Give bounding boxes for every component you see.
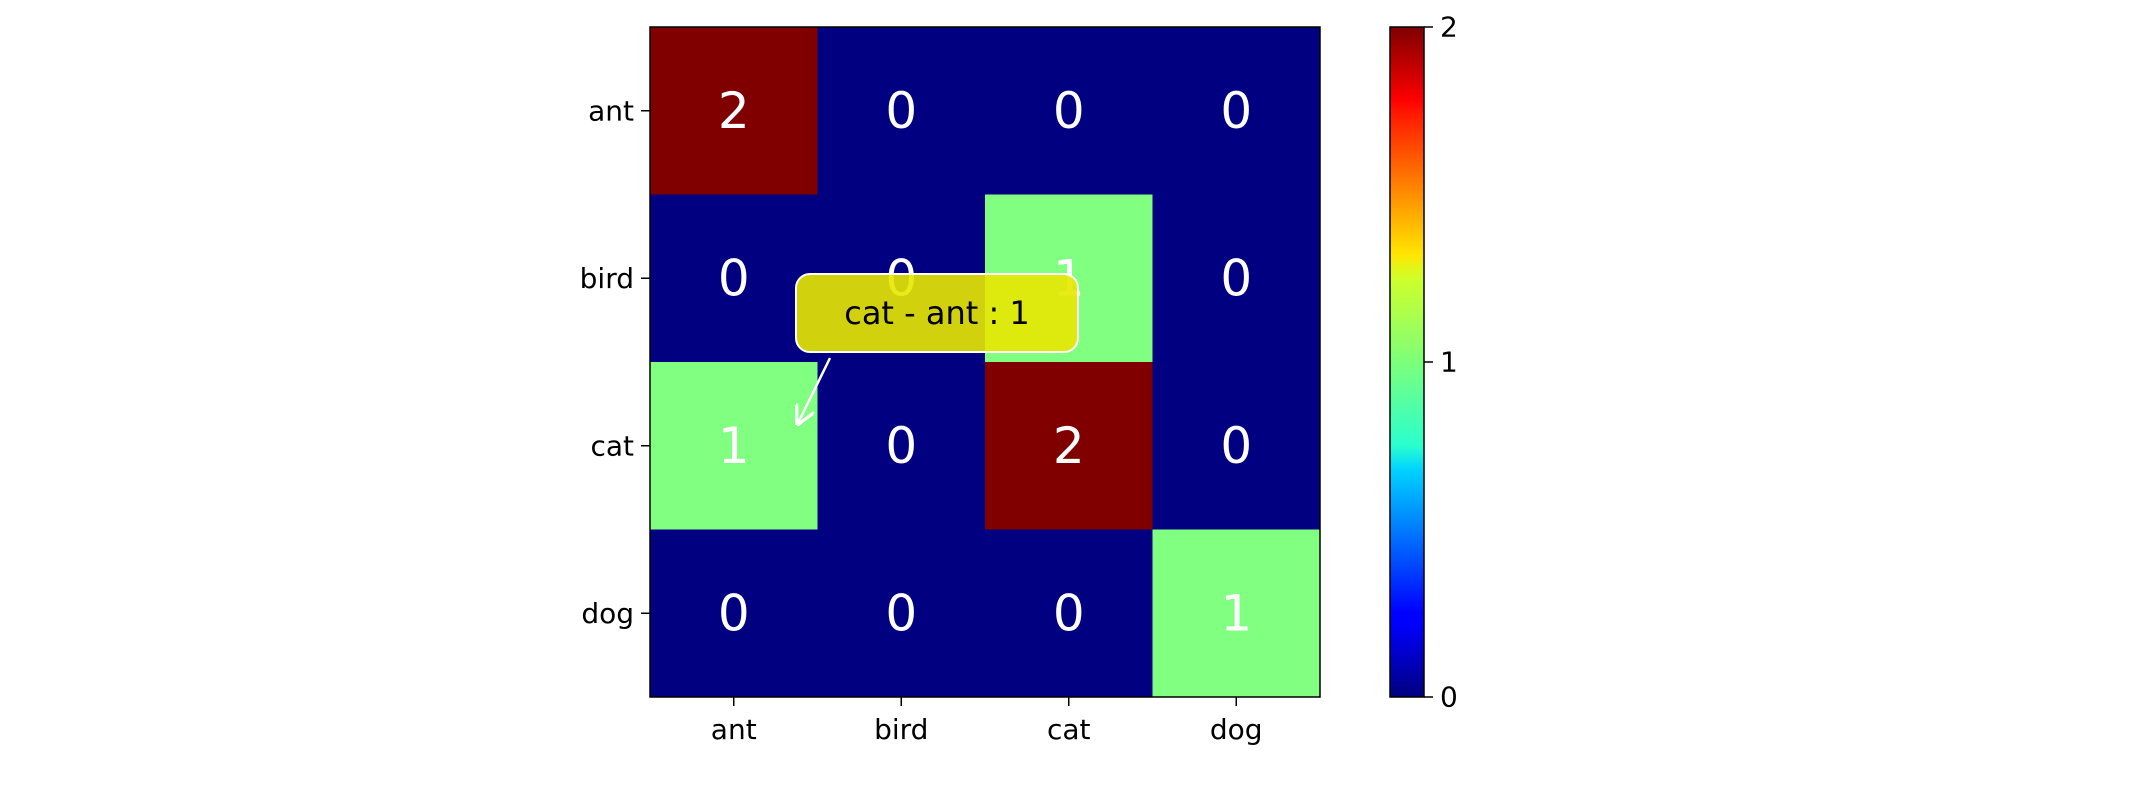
cell-value-label: 0 — [1053, 82, 1085, 140]
heatmap-cell-labels: 2000001010200001 — [718, 82, 1252, 643]
cell-value-label: 0 — [718, 584, 750, 642]
heatmap-cell-cat-ant[interactable] — [650, 362, 818, 530]
x-tick-label-cat: cat — [1047, 713, 1091, 746]
x-tick-label-dog: dog — [1210, 713, 1263, 746]
x-tick-label-ant: ant — [711, 713, 757, 746]
colorbar-ticks: 0 1 2 — [1424, 11, 1458, 714]
heatmap-cell-dog-cat[interactable] — [985, 529, 1153, 698]
x-axis: ant bird cat dog — [711, 697, 1263, 746]
heatmap-cells — [650, 27, 1321, 698]
heatmap-cell-dog-dog[interactable] — [1152, 529, 1321, 698]
heatmap-cell-cat-cat[interactable] — [985, 362, 1153, 530]
heatmap-cell-ant-cat[interactable] — [985, 27, 1153, 195]
y-tick-label-dog: dog — [581, 597, 634, 630]
heatmap-cell-ant-ant[interactable] — [650, 27, 818, 195]
colorbar-gradient — [1389, 26, 1425, 698]
cell-value-label: 2 — [1053, 417, 1085, 475]
cell-value-label: 0 — [885, 417, 917, 475]
heatmap-cell-bird-ant[interactable] — [650, 194, 818, 363]
cell-value-label: 0 — [885, 82, 917, 140]
cell-value-label: 0 — [1220, 249, 1252, 307]
cell-value-label: 0 — [1053, 584, 1085, 642]
heatmap-cell-ant-dog[interactable] — [1152, 27, 1321, 195]
y-tick-label-cat: cat — [590, 429, 634, 462]
tooltip-box — [795, 273, 1079, 353]
cell-value-label: 1 — [1220, 584, 1252, 642]
heatmap-cell-bird-dog[interactable] — [1152, 194, 1321, 363]
heatmap-cell-ant-bird[interactable] — [817, 27, 986, 195]
y-axis: ant bird cat dog — [580, 94, 650, 630]
colorbar-tick-label: 2 — [1440, 11, 1458, 44]
hover-tooltip: cat - ant : 1 — [795, 273, 1079, 424]
cell-value-label: 1 — [718, 417, 750, 475]
heatmap-cell-cat-dog[interactable] — [1152, 362, 1321, 530]
cell-value-label: 2 — [718, 82, 750, 140]
cell-value-label: 0 — [718, 249, 750, 307]
heatmap-cell-cat-bird[interactable] — [817, 362, 986, 530]
tooltip-arrow — [798, 357, 832, 424]
cell-value-label: 0 — [1220, 82, 1252, 140]
cell-value-label: 0 — [1220, 417, 1252, 475]
colorbar: 0 1 2 — [1389, 11, 1458, 714]
heatmap-cell-dog-ant[interactable] — [650, 529, 818, 698]
x-tick-label-bird: bird — [874, 713, 928, 746]
plot-frame — [649, 26, 1321, 698]
y-tick-label-ant: ant — [588, 94, 634, 127]
cell-value-label: 0 — [885, 584, 917, 642]
y-tick-label-bird: bird — [580, 262, 634, 295]
colorbar-tick-label: 1 — [1440, 346, 1458, 379]
colorbar-tick-label: 0 — [1440, 681, 1458, 714]
tooltip-text: cat - ant : 1 — [844, 294, 1030, 332]
heatmap-cell-dog-bird[interactable] — [817, 529, 986, 698]
